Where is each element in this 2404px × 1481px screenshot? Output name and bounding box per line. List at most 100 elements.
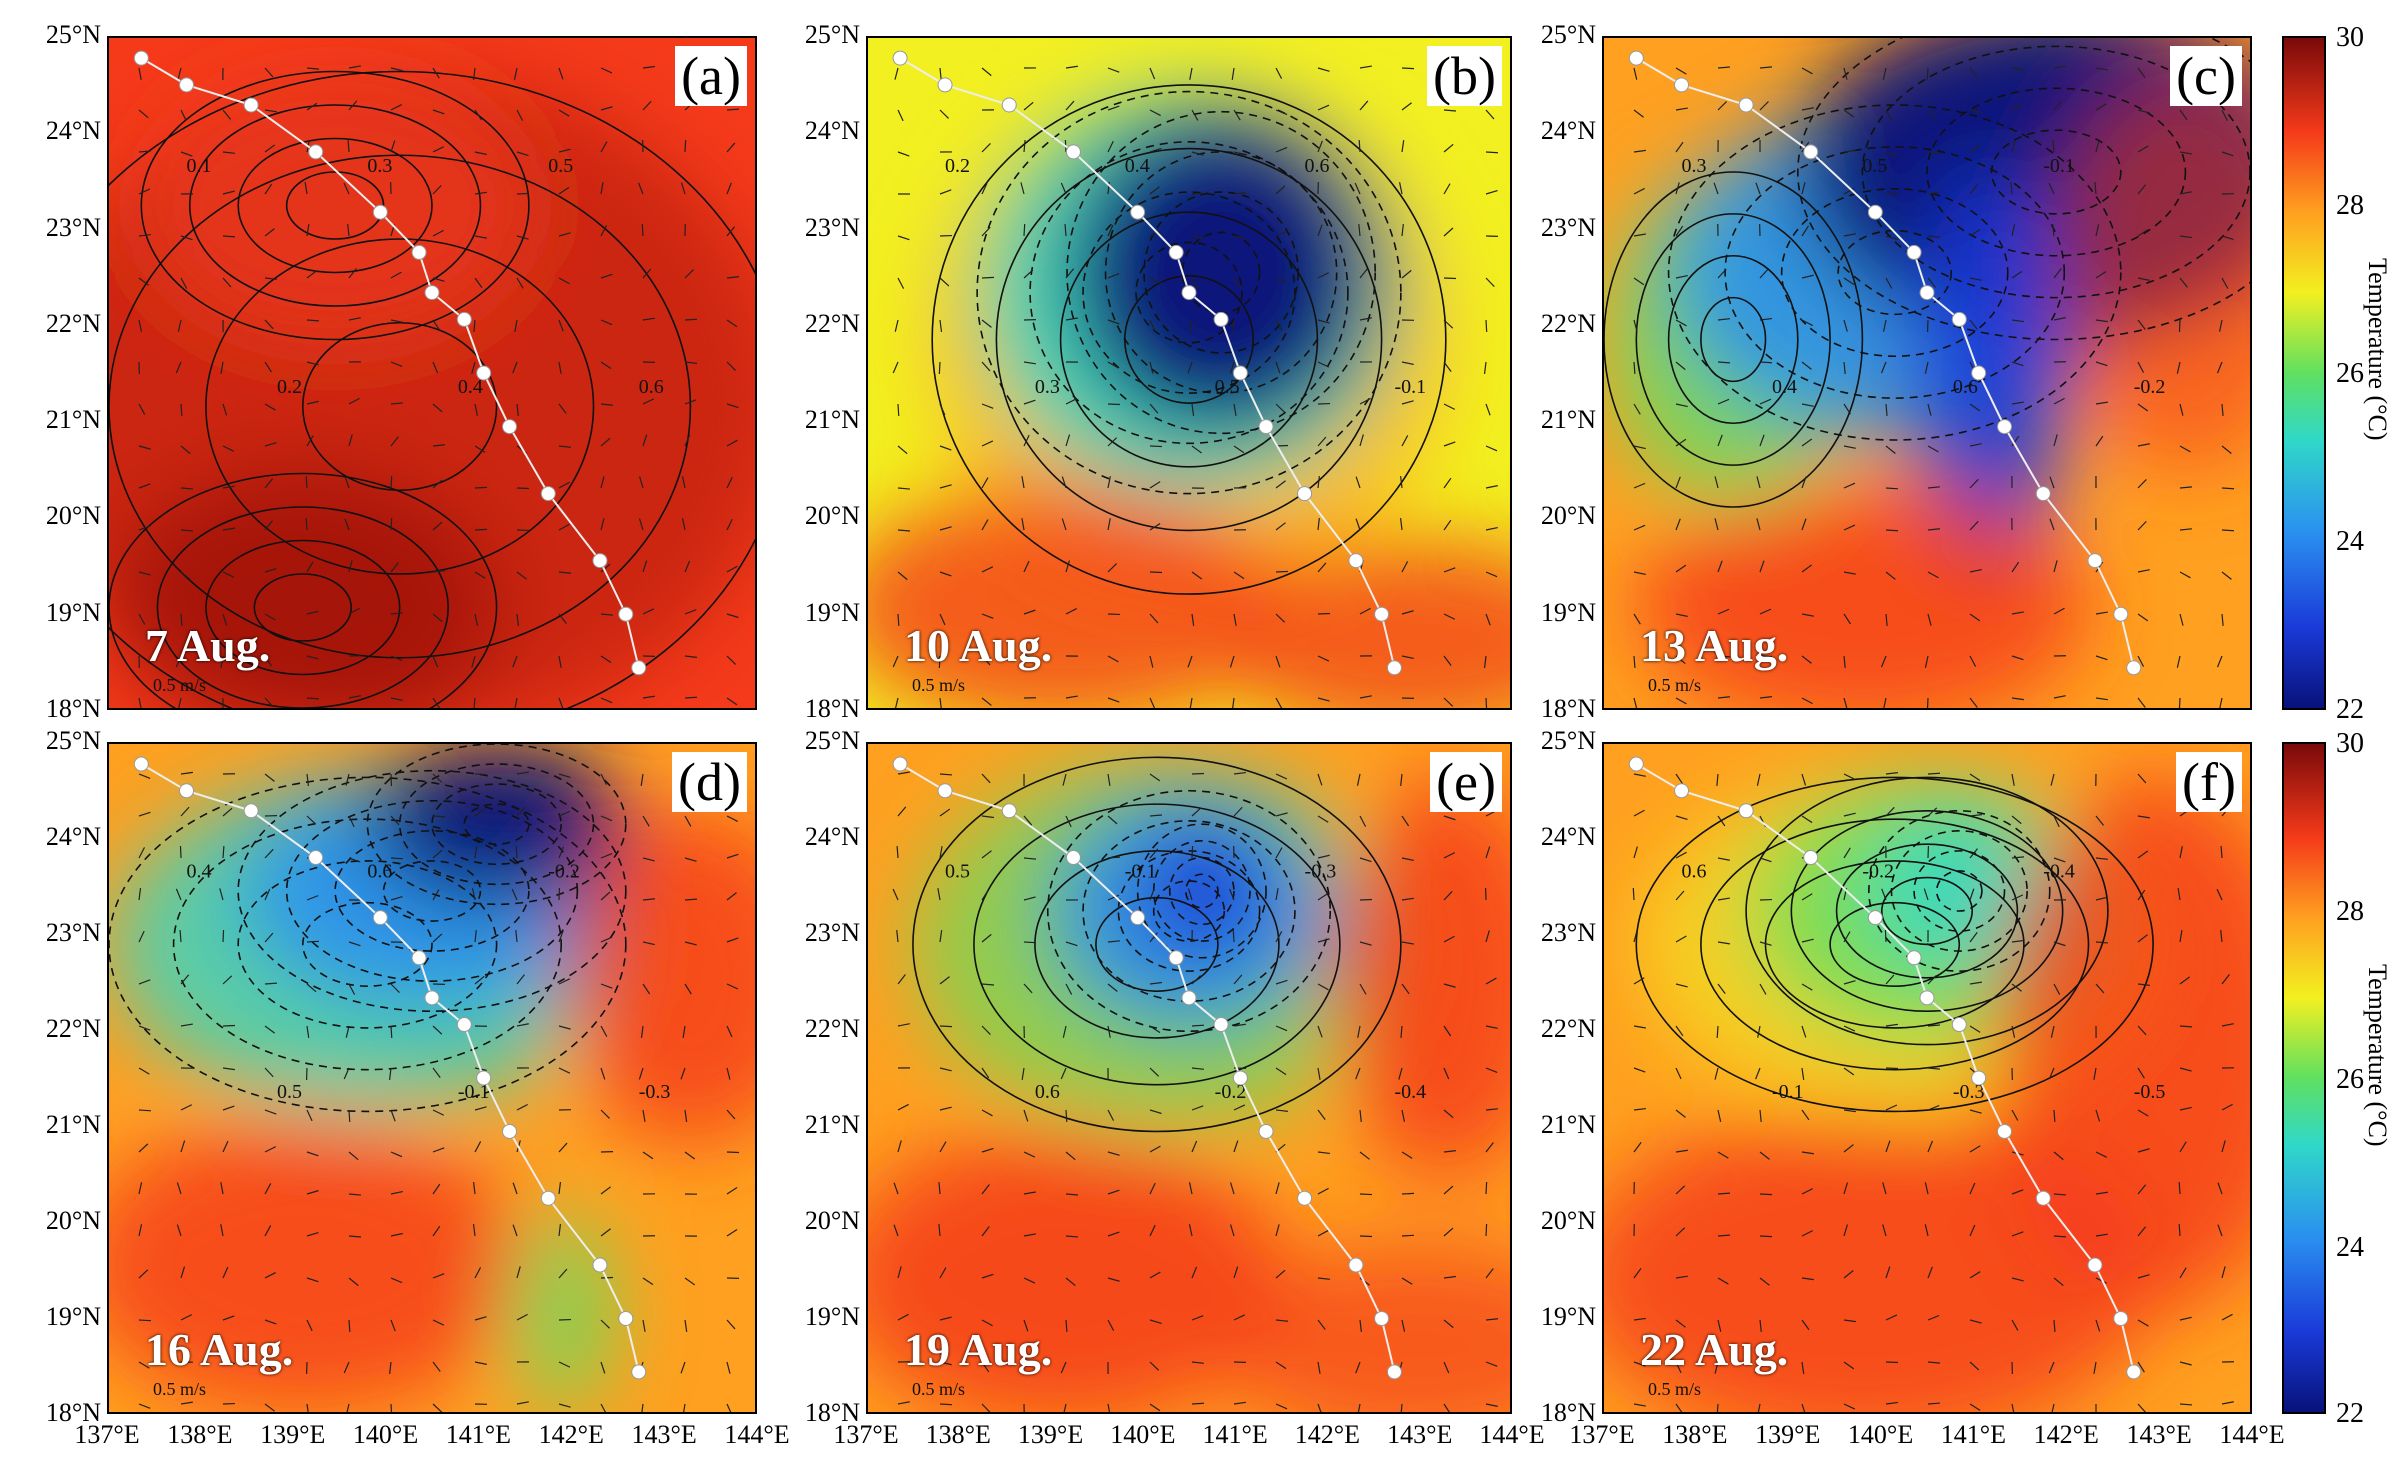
- velocity-arrow: [2137, 773, 2147, 784]
- velocity-arrow: [1880, 655, 1887, 668]
- velocity-arrow: [474, 571, 486, 579]
- velocity-arrow: [516, 613, 519, 626]
- velocity-arrow: [726, 403, 739, 409]
- contour-line: [1604, 171, 1864, 508]
- velocity-arrow: [1633, 149, 1646, 153]
- velocity-arrow: [1675, 1067, 1682, 1080]
- velocity-arrow: [981, 440, 994, 447]
- velocity-arrow: [1149, 481, 1161, 489]
- velocity-arrow: [138, 811, 151, 817]
- contour-line: [1667, 254, 1799, 425]
- velocity-arrow: [1759, 560, 1765, 573]
- velocity-arrow: [1107, 1277, 1120, 1282]
- velocity-arrow: [1443, 1361, 1450, 1374]
- typhoon-track: [140, 763, 640, 1373]
- contour-label: 0.4: [187, 861, 212, 883]
- velocity-arrow: [2011, 856, 2025, 859]
- velocity-arrow: [348, 317, 361, 321]
- velocity-arrow: [1717, 434, 1723, 447]
- velocity-arrow: [1275, 361, 1281, 374]
- velocity-arrow: [981, 276, 995, 279]
- velocity-arrow: [305, 517, 308, 531]
- velocity-arrow: [2137, 655, 2145, 667]
- velocity-arrow: [1675, 361, 1686, 371]
- velocity-arrow: [1401, 815, 1410, 827]
- velocity-arrow: [1801, 403, 1814, 407]
- velocity-arrow: [2179, 976, 2190, 985]
- velocity-arrow: [600, 403, 613, 406]
- velocity-arrow: [178, 697, 182, 708]
- velocity-arrow: [1149, 1182, 1156, 1195]
- velocity-arrow: [346, 1403, 350, 1412]
- contour-label: -0.4: [1394, 1081, 1426, 1103]
- velocity-arrow: [138, 1319, 152, 1322]
- velocity-arrow: [1359, 1109, 1362, 1122]
- velocity-arrow: [1801, 1151, 1814, 1155]
- velocity-arrow: [222, 485, 235, 489]
- velocity-arrow: [1633, 1267, 1642, 1279]
- velocity-arrow: [1107, 983, 1118, 992]
- latitude-label: 21°N: [804, 405, 860, 435]
- velocity-arrow: [348, 268, 357, 279]
- velocity-arrow: [600, 563, 611, 573]
- velocity-arrow: [2137, 1274, 2150, 1279]
- velocity-scale: 0.5 m/s: [1648, 1379, 1702, 1399]
- velocity-arrow: [1023, 1277, 1036, 1284]
- velocity-arrow: [684, 1319, 688, 1332]
- temperature-anomaly: [509, 1211, 613, 1412]
- velocity-arrow: [600, 1319, 611, 1329]
- velocity-arrow: [1675, 1025, 1684, 1037]
- velocity-arrow: [2221, 277, 2229, 289]
- velocity-arrow: [432, 889, 440, 901]
- contour-label: -0.3: [639, 1081, 671, 1103]
- velocity-arrow: [1149, 403, 1159, 414]
- velocity-arrow: [2053, 857, 2066, 863]
- velocity-arrow: [1717, 1319, 1722, 1332]
- velocity-arrow: [981, 1109, 993, 1117]
- velocity-arrow: [1189, 67, 1193, 80]
- velocity-arrow: [2053, 65, 2066, 69]
- velocity-arrow: [222, 1266, 229, 1279]
- track-point: [502, 1123, 518, 1139]
- velocity-arrow: [1675, 107, 1688, 111]
- velocity-arrow: [1357, 1403, 1361, 1412]
- velocity-arrow: [897, 445, 908, 455]
- velocity-arrow: [1359, 607, 1371, 615]
- velocity-arrow: [1191, 109, 1199, 121]
- velocity-arrow: [937, 888, 941, 901]
- velocity-arrow: [2053, 100, 2063, 111]
- latitude-label: 19°N: [804, 1302, 860, 1331]
- velocity-arrow: [1755, 1361, 1761, 1374]
- velocity-arrow: [512, 1182, 518, 1195]
- contour-line: [156, 506, 449, 708]
- velocity-arrow: [640, 773, 644, 786]
- contour-line: [285, 799, 579, 982]
- velocity-arrow: [1065, 560, 1071, 573]
- velocity-arrow: [2011, 1025, 2016, 1038]
- velocity-arrow: [2137, 67, 2146, 79]
- velocity-arrow: [939, 109, 949, 119]
- latitude-label: 20°N: [45, 1206, 101, 1235]
- velocity-arrow: [1233, 1104, 1246, 1111]
- longitude-label: 139°E: [1017, 1420, 1084, 1449]
- velocity-arrow: [264, 932, 274, 943]
- velocity-arrow: [2053, 397, 2065, 405]
- velocity-arrow: [1401, 655, 1414, 660]
- velocity-arrow: [726, 142, 736, 153]
- velocity-arrow: [558, 1142, 568, 1153]
- latitude-label: 20°N: [804, 1206, 860, 1235]
- velocity-arrow: [2011, 319, 2024, 323]
- contour-label: -0.2: [2134, 376, 2166, 398]
- latitude-label: 22°N: [1540, 308, 1596, 338]
- velocity-arrow: [1317, 815, 1329, 823]
- velocity-arrow: [1107, 1151, 1120, 1156]
- velocity-arrow: [684, 269, 694, 279]
- panel-date: 7 Aug.: [145, 620, 271, 671]
- latitude-label: 20°N: [1540, 501, 1596, 531]
- velocity-arrow: [1355, 518, 1361, 531]
- velocity-arrow: [1969, 319, 1978, 330]
- longitude-label: 143°E: [1387, 1420, 1453, 1449]
- velocity-arrow: [1149, 67, 1156, 80]
- velocity-arrow: [1401, 610, 1414, 615]
- velocity-arrow: [1443, 1185, 1454, 1195]
